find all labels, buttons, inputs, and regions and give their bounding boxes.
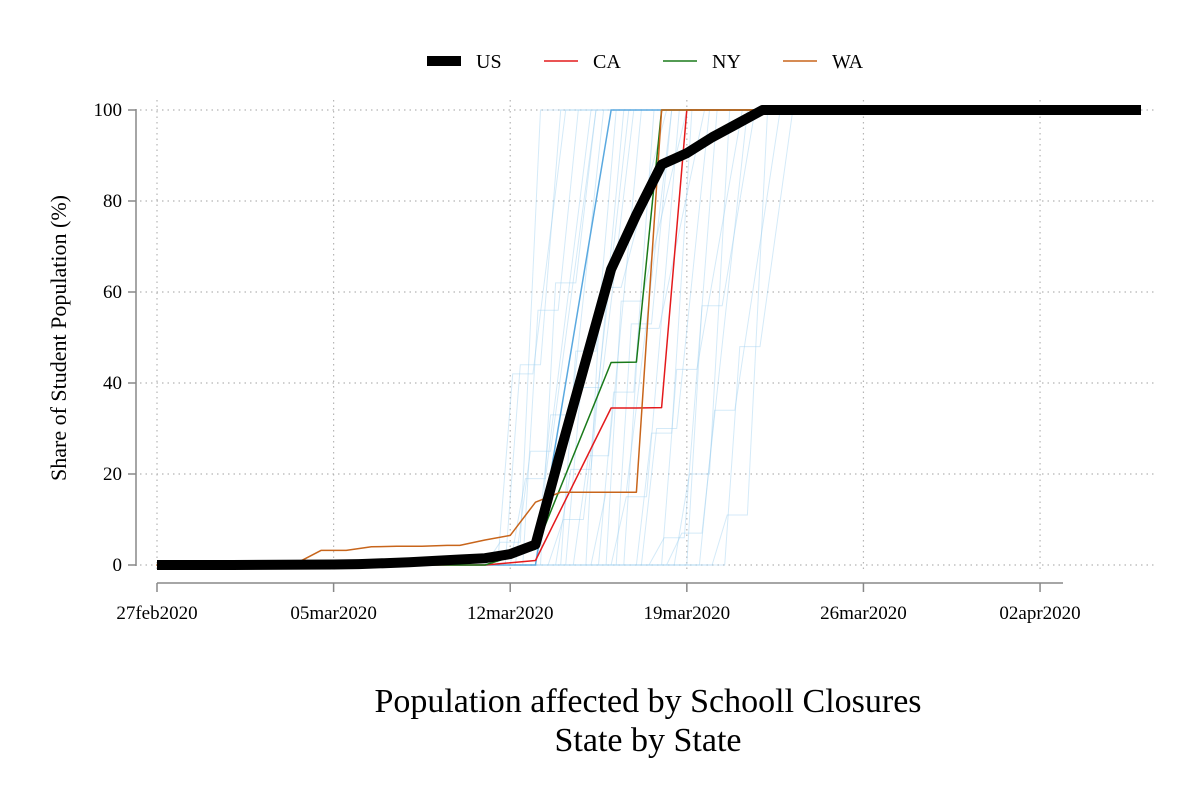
x-tick-label: 05mar2020 (290, 603, 377, 624)
background-state-lines (157, 109, 1141, 566)
axes (135, 109, 1063, 584)
x-tick-label: 02apr2020 (999, 603, 1080, 624)
y-tick-label: 40 (103, 373, 122, 394)
y-axis-title: Share of Student Population (%) (46, 195, 71, 481)
series-line-ny (156, 109, 764, 566)
series-line-wa (156, 109, 764, 566)
chart-subtitle: State by State (555, 722, 742, 759)
legend-label-us: US (476, 51, 502, 73)
y-tick-label: 20 (103, 464, 122, 485)
x-tick-label: 27feb2020 (116, 603, 197, 624)
y-tick-label: 100 (94, 100, 123, 121)
x-tick-labels: 27feb2020 05mar2020 12mar2020 19mar2020 26ma… (116, 583, 1081, 624)
series-line-ca (156, 109, 764, 566)
legend: US CA NY WA (427, 51, 864, 73)
chart-title: Population affected by Schooll Closures (374, 683, 921, 720)
legend-label-ny: NY (712, 51, 741, 73)
y-tick-label: 0 (113, 555, 123, 576)
series-line-us (157, 105, 1141, 570)
x-tick-label: 26mar2020 (820, 603, 907, 624)
y-tick-label: 80 (103, 191, 122, 212)
y-tick-labels: 0 20 40 60 80 100 (94, 100, 136, 576)
series-lines (156, 105, 1141, 570)
background-state-line (157, 109, 763, 566)
x-tick-label: 12mar2020 (467, 603, 554, 624)
legend-label-wa: WA (832, 51, 864, 73)
y-tick-label: 60 (103, 282, 122, 303)
x-tick-label: 19mar2020 (644, 603, 731, 624)
legend-label-ca: CA (593, 51, 621, 73)
